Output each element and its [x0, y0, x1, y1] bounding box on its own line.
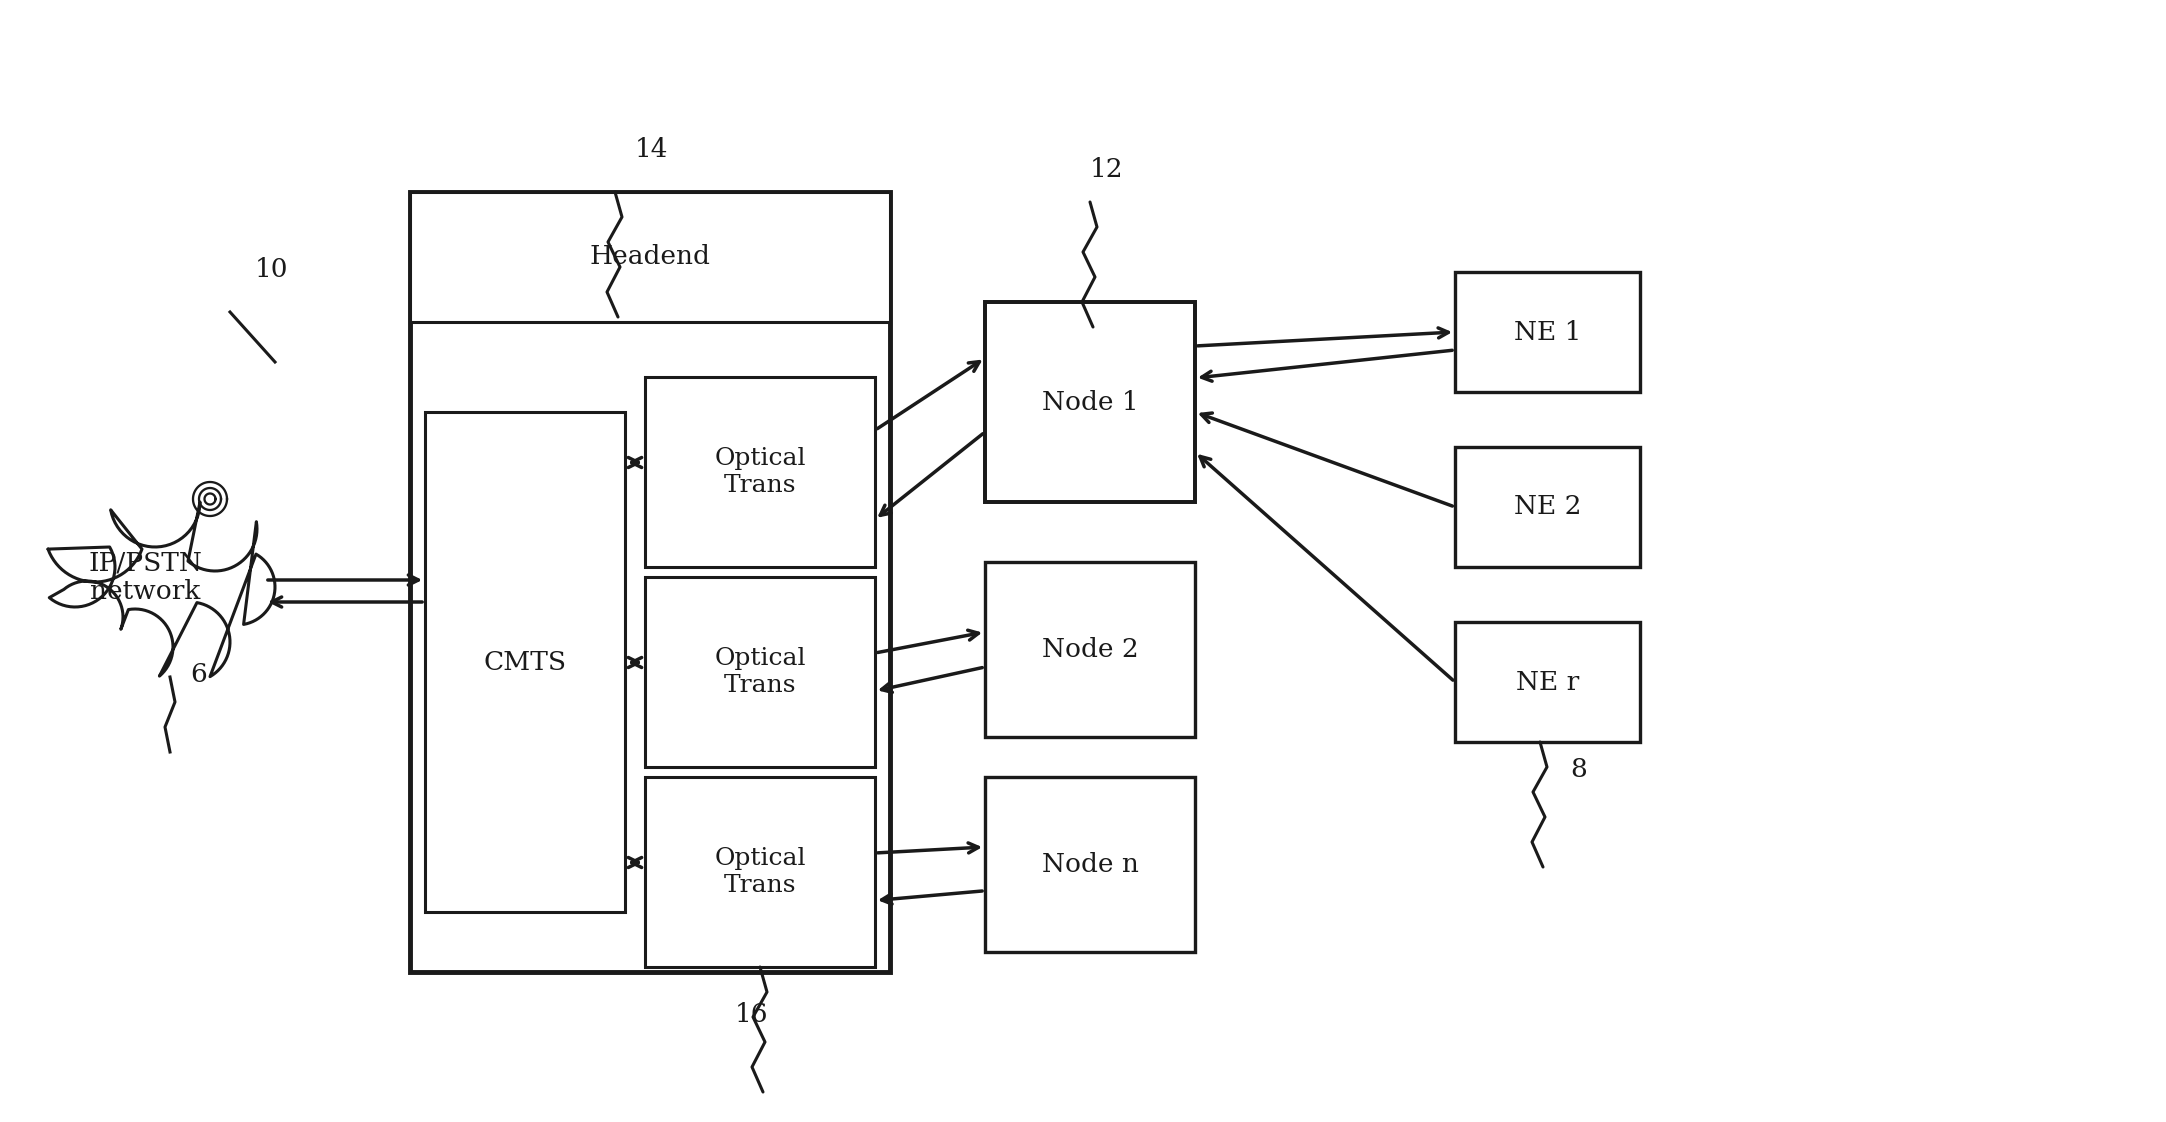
Text: CMTS: CMTS	[483, 650, 567, 674]
Text: Headend: Headend	[589, 245, 710, 269]
Text: NE 2: NE 2	[1514, 495, 1581, 519]
Text: Node 2: Node 2	[1042, 637, 1139, 662]
Bar	[645, 577, 875, 767]
Bar	[1456, 447, 1640, 567]
Bar	[645, 377, 875, 567]
Polygon shape	[48, 502, 275, 677]
Bar	[1456, 272, 1640, 392]
Bar	[409, 192, 890, 972]
Bar	[1456, 622, 1640, 742]
Text: 12: 12	[1089, 157, 1124, 182]
Bar	[986, 778, 1196, 951]
Text: Optical
Trans: Optical Trans	[715, 647, 806, 697]
Text: Node n: Node n	[1042, 852, 1139, 877]
Bar	[986, 302, 1196, 502]
Bar	[409, 192, 890, 322]
Text: NE 1: NE 1	[1514, 320, 1581, 344]
Text: IP/PSTN
network: IP/PSTN network	[89, 550, 201, 604]
Text: Node 1: Node 1	[1042, 389, 1139, 414]
Text: 6: 6	[191, 662, 206, 687]
Text: Optical
Trans: Optical Trans	[715, 448, 806, 497]
Text: 10: 10	[256, 257, 288, 282]
Text: 14: 14	[635, 137, 669, 162]
Text: 16: 16	[734, 1002, 769, 1027]
Bar	[986, 562, 1196, 737]
Bar	[645, 778, 875, 967]
Bar	[425, 412, 626, 912]
Text: Optical
Trans: Optical Trans	[715, 847, 806, 896]
Text: NE r: NE r	[1516, 670, 1579, 695]
Text: 8: 8	[1570, 757, 1588, 782]
